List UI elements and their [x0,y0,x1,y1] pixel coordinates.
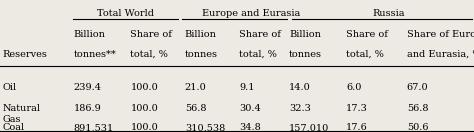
Text: Share of: Share of [239,30,281,39]
Text: 239.4: 239.4 [73,83,101,92]
Text: 21.0: 21.0 [185,83,207,92]
Text: Europe and Eurasia: Europe and Eurasia [202,9,301,18]
Text: 67.0: 67.0 [407,83,428,92]
Text: 17.3: 17.3 [346,104,368,113]
Text: total, %: total, % [346,50,384,59]
Text: Total World: Total World [97,9,154,18]
Text: Billion: Billion [73,30,105,39]
Text: Russia: Russia [373,9,405,18]
Text: 30.4: 30.4 [239,104,261,113]
Text: Oil: Oil [2,83,17,92]
Text: Share of Europe: Share of Europe [407,30,474,39]
Text: Gas: Gas [2,115,21,124]
Text: 9.1: 9.1 [239,83,255,92]
Text: Share of: Share of [130,30,172,39]
Text: and Eurasia, %: and Eurasia, % [407,50,474,59]
Text: tonnes: tonnes [289,50,322,59]
Text: tonnes**: tonnes** [73,50,116,59]
Text: 100.0: 100.0 [130,123,158,132]
Text: Share of: Share of [346,30,388,39]
Text: total, %: total, % [239,50,277,59]
Text: 157,010: 157,010 [289,123,329,132]
Text: 100.0: 100.0 [130,104,158,113]
Text: total, %: total, % [130,50,168,59]
Text: 56.8: 56.8 [407,104,428,113]
Text: Billion: Billion [289,30,321,39]
Text: 186.9: 186.9 [73,104,101,113]
Text: Billion: Billion [185,30,217,39]
Text: 17.6: 17.6 [346,123,368,132]
Text: 34.8: 34.8 [239,123,261,132]
Text: tonnes: tonnes [185,50,218,59]
Text: 310,538: 310,538 [185,123,225,132]
Text: 6.0: 6.0 [346,83,361,92]
Text: 32.3: 32.3 [289,104,311,113]
Text: 14.0: 14.0 [289,83,311,92]
Text: 100.0: 100.0 [130,83,158,92]
Text: 56.8: 56.8 [185,104,206,113]
Text: 50.6: 50.6 [407,123,428,132]
Text: Reserves: Reserves [2,50,47,59]
Text: Coal: Coal [2,123,25,132]
Text: 891,531: 891,531 [73,123,114,132]
Text: Natural: Natural [2,104,40,113]
